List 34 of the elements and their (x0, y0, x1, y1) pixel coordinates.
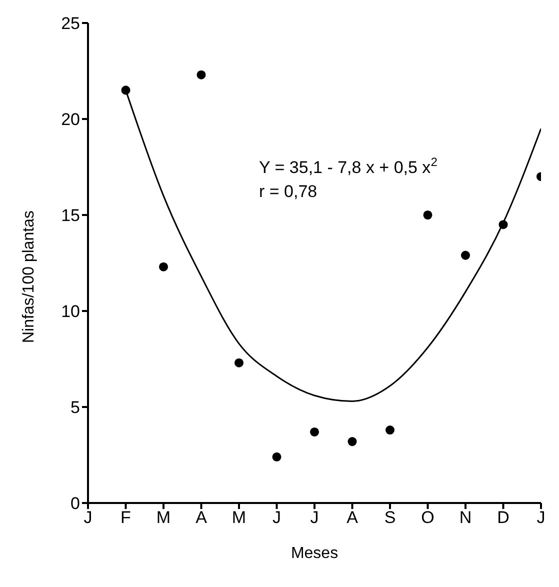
point (348, 437, 357, 446)
point (310, 427, 320, 436)
x-tick-label: A (346, 508, 359, 528)
point (234, 358, 244, 368)
x-tick-label: J (272, 508, 281, 528)
point (196, 70, 206, 80)
x-tick-label: J (84, 508, 92, 528)
point (498, 220, 508, 230)
y-tick-label: 0 (70, 494, 80, 514)
point (385, 426, 395, 435)
x-tick-label: J (310, 508, 319, 528)
annotation: Y = 35,1 - 7,8 x + 0,5 x$^{2}$ (259, 155, 438, 177)
y-axis-title: Ninfas/100 plantas (20, 210, 38, 343)
x-axis-title: Meses (290, 545, 338, 562)
y-tick-label: 15 (61, 206, 80, 226)
point (423, 210, 432, 220)
point (121, 86, 130, 95)
x-tick-label: O (421, 508, 434, 528)
y-tick-label: 25 (61, 14, 80, 34)
point (272, 452, 282, 462)
annotation: r = 0,78 (259, 182, 318, 201)
x-tick-label: F (120, 508, 131, 528)
x-tick-label: S (384, 508, 396, 528)
y-tick-label: 5 (70, 398, 80, 418)
point (158, 262, 168, 272)
x-tick-label: M (232, 508, 246, 528)
y-tick-label: 20 (61, 110, 80, 130)
point (460, 250, 470, 260)
x-tick-label: J (536, 508, 546, 528)
y-tick-label: 10 (61, 302, 80, 322)
x-tick-label: D (497, 508, 510, 528)
x-tick-label: A (196, 508, 208, 528)
x-tick-label: M (156, 508, 171, 528)
x-tick-label: N (459, 508, 472, 528)
